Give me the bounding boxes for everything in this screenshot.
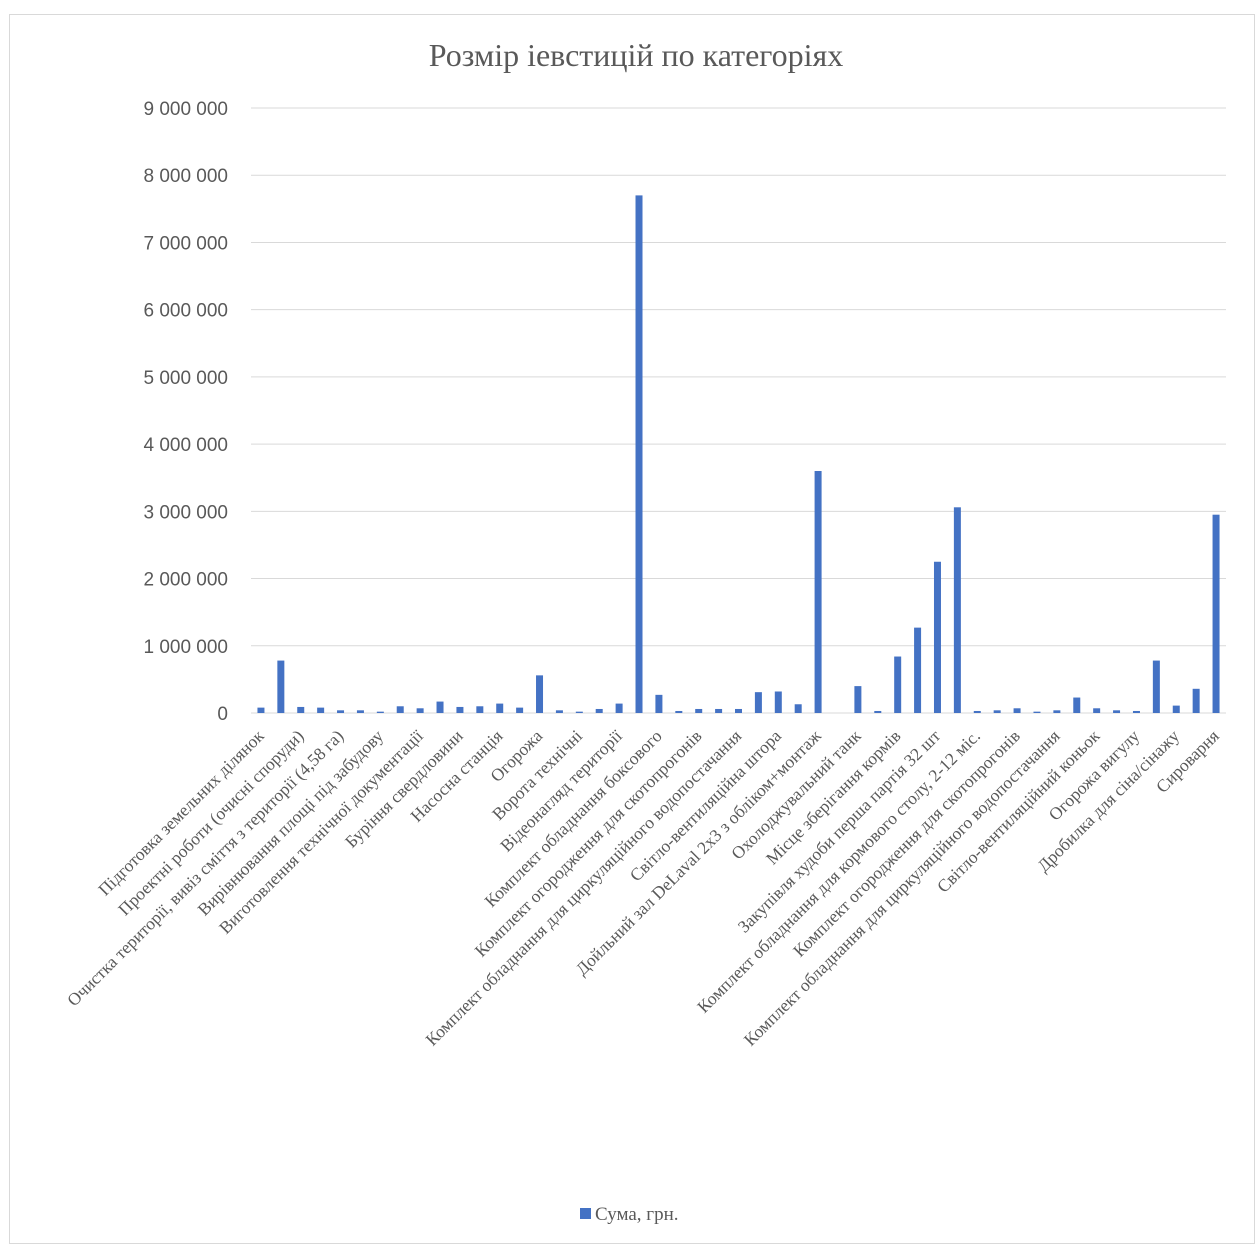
x-tick-label: Очистка території, вивіз сміття з терито… bbox=[63, 726, 348, 1011]
bar bbox=[874, 710, 882, 713]
bar bbox=[894, 656, 902, 713]
bar bbox=[1033, 711, 1041, 713]
bar bbox=[993, 710, 1001, 713]
y-tick-label: 1 000 000 bbox=[143, 637, 228, 658]
bar bbox=[337, 710, 345, 713]
bar bbox=[536, 675, 544, 713]
bar bbox=[496, 703, 504, 713]
bar bbox=[257, 707, 265, 713]
y-tick-label: 9 000 000 bbox=[143, 99, 228, 120]
bar bbox=[356, 710, 364, 713]
bar bbox=[794, 704, 802, 713]
bar bbox=[436, 701, 444, 713]
y-axis-tick-labels: 0 1 000 000 2 000 000 3 000 000 4 000 000 5 0… bbox=[143, 99, 228, 725]
bar bbox=[575, 711, 583, 713]
legend-swatch bbox=[580, 1208, 591, 1219]
bar bbox=[277, 660, 285, 713]
bar bbox=[1013, 708, 1021, 713]
bar bbox=[715, 708, 723, 713]
legend-label: Сума, грн. bbox=[595, 1204, 679, 1225]
y-tick-label: 3 000 000 bbox=[143, 502, 228, 523]
y-tick-label: 2 000 000 bbox=[143, 570, 228, 591]
y-tick-label: 6 000 000 bbox=[143, 301, 228, 322]
bar bbox=[416, 708, 424, 713]
bar bbox=[1172, 705, 1180, 713]
bar bbox=[1192, 688, 1200, 713]
bar bbox=[933, 561, 941, 713]
bar bbox=[1073, 697, 1081, 713]
bar bbox=[675, 710, 683, 713]
bar bbox=[456, 706, 464, 713]
y-tick-label: 7 000 000 bbox=[143, 233, 228, 254]
bar bbox=[953, 507, 961, 713]
y-tick-label: 8 000 000 bbox=[143, 166, 228, 187]
bar bbox=[655, 694, 663, 713]
bar bbox=[814, 471, 822, 713]
bar bbox=[774, 691, 782, 713]
bar bbox=[735, 708, 742, 713]
y-tick-label: 5 000 000 bbox=[143, 368, 228, 389]
bar bbox=[516, 707, 524, 713]
bar bbox=[973, 710, 981, 713]
bar bbox=[615, 703, 623, 713]
chart-frame bbox=[9, 14, 1255, 1244]
bar bbox=[297, 706, 305, 713]
bars bbox=[257, 195, 1220, 713]
bar bbox=[1152, 660, 1160, 713]
bar bbox=[1113, 710, 1121, 713]
gridlines bbox=[251, 107, 1226, 714]
bar bbox=[1212, 514, 1220, 713]
bar bbox=[1093, 708, 1101, 713]
chart-title: Розмір іевстицій по категоріях bbox=[429, 37, 843, 73]
bar bbox=[914, 627, 922, 713]
bar bbox=[476, 706, 484, 713]
bar bbox=[555, 710, 563, 713]
bar bbox=[376, 711, 384, 713]
bar bbox=[317, 707, 325, 713]
bar bbox=[695, 708, 703, 713]
bar bbox=[595, 708, 603, 713]
bar bbox=[635, 195, 643, 713]
y-tick-label: 4 000 000 bbox=[143, 435, 228, 456]
bar bbox=[854, 686, 862, 713]
legend: Сума, грн. bbox=[580, 1204, 679, 1225]
bar bbox=[1053, 710, 1061, 713]
bar bbox=[396, 706, 404, 713]
bar bbox=[1132, 710, 1140, 713]
bar bbox=[754, 692, 762, 713]
y-tick-label: 0 bbox=[217, 704, 228, 725]
